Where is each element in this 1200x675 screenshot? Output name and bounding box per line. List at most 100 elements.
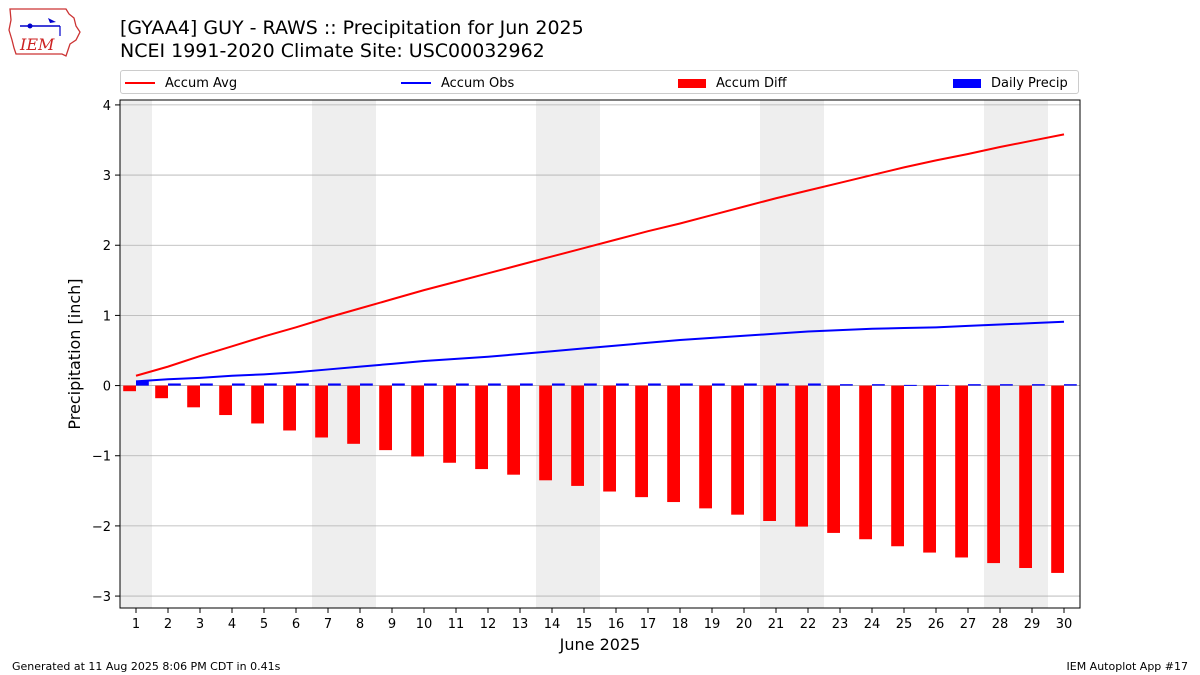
accum-diff-bar — [731, 385, 744, 515]
daily-precip-bar — [168, 383, 181, 386]
x-tick-label: 15 — [576, 617, 593, 632]
accum-diff-bar — [1019, 385, 1032, 569]
y-tick-label: −2 — [92, 520, 111, 535]
accum-obs-line — [135, 320, 1065, 383]
accum-diff-bar — [827, 385, 840, 533]
legend-swatch-daily-precip — [953, 78, 981, 88]
legend-label-accum-avg: Accum Avg — [165, 75, 238, 91]
daily-precip-bar — [264, 383, 277, 386]
y-axis: −3 −2 −1 0 1 2 3 4 — [92, 99, 120, 605]
accum-diff-bar — [411, 385, 424, 457]
accum-diff-bar — [1051, 385, 1064, 573]
bars — [123, 381, 1077, 573]
x-tick-label: 1 — [132, 617, 140, 632]
x-tick-label: 14 — [544, 617, 561, 632]
accum-diff-bar — [635, 385, 648, 498]
x-tick-label: 4 — [228, 617, 236, 632]
accum-diff-bar — [251, 385, 264, 424]
x-tick-label: 9 — [388, 617, 396, 632]
daily-precip-bar — [200, 383, 213, 386]
x-tick-label: 3 — [196, 617, 204, 632]
plot-frame — [119, 99, 1081, 609]
accum-diff-bar — [699, 385, 712, 509]
legend-item-daily-precip: Daily Precip — [953, 74, 1068, 92]
daily-precip-bar — [680, 383, 693, 386]
x-tick-label: 18 — [672, 617, 689, 632]
y-tick-label: −1 — [92, 450, 111, 465]
weekend-band — [120, 100, 152, 608]
daily-precip-bar — [648, 383, 661, 386]
y-tick-label: 1 — [103, 309, 111, 324]
x-axis-label: June 2025 — [559, 635, 641, 654]
logo-text: IEM — [19, 35, 55, 54]
y-tick-label: −3 — [92, 590, 111, 605]
accum-diff-bar — [955, 385, 968, 558]
daily-precip-bar — [584, 383, 597, 386]
app-credit: IEM Autoplot App #17 — [1066, 660, 1189, 673]
daily-precip-bar — [968, 384, 981, 386]
accum-diff-bar — [475, 385, 488, 470]
x-tick-label: 8 — [356, 617, 364, 632]
y-axis-label: Precipitation [inch] — [65, 278, 84, 429]
x-tick-label: 28 — [992, 617, 1009, 632]
series-lines — [135, 133, 1065, 383]
daily-precip-bar — [904, 384, 917, 386]
accum-diff-bar — [155, 385, 168, 399]
accum-avg-line — [135, 133, 1065, 377]
daily-precip-bar — [1064, 384, 1077, 386]
x-tick-label: 22 — [800, 617, 817, 632]
x-tick-label: 16 — [608, 617, 625, 632]
accum-diff-bar — [987, 385, 1000, 564]
accum-diff-bar — [603, 385, 616, 492]
accum-diff-bar — [443, 385, 456, 463]
accum-diff-bar — [923, 385, 936, 553]
weekend-band — [536, 100, 600, 608]
chart-subtitle: NCEI 1991-2020 Climate Site: USC00032962 — [120, 40, 545, 62]
daily-precip-bar — [328, 383, 341, 386]
x-tick-label: 11 — [448, 617, 465, 632]
x-tick-label: 23 — [832, 617, 849, 632]
daily-precip-bar — [872, 384, 885, 386]
weekend-band — [312, 100, 376, 608]
daily-precip-bar — [840, 384, 853, 386]
x-tick-label: 20 — [736, 617, 753, 632]
x-tick-label: 12 — [480, 617, 497, 632]
daily-precip-bar — [456, 383, 469, 386]
x-tick-label: 5 — [260, 617, 268, 632]
x-tick-label: 2 — [164, 617, 172, 632]
generated-timestamp: Generated at 11 Aug 2025 8:06 PM CDT in … — [12, 660, 281, 673]
y-tick-label: 0 — [103, 380, 111, 395]
legend-swatch-accum-obs — [401, 82, 431, 84]
legend-swatch-accum-avg — [125, 82, 155, 84]
daily-precip-bar — [136, 381, 149, 386]
accum-diff-bar — [187, 385, 200, 408]
daily-precip-bar — [360, 383, 373, 386]
accum-diff-bar — [123, 385, 136, 392]
daily-precip-bar — [392, 383, 405, 386]
daily-precip-bar — [744, 383, 757, 386]
accum-diff-bar — [891, 385, 904, 547]
x-tick-label: 26 — [928, 617, 945, 632]
x-tick-label: 25 — [896, 617, 913, 632]
daily-precip-bar — [520, 383, 533, 386]
y-tick-label: 3 — [103, 169, 111, 184]
y-gridlines — [120, 104, 1080, 597]
x-tick-label: 13 — [512, 617, 529, 632]
daily-precip-bar — [776, 383, 789, 386]
accum-diff-bar — [859, 385, 872, 540]
legend-item-accum-avg: Accum Avg — [125, 74, 237, 92]
y-tick-label: 4 — [103, 99, 111, 114]
daily-precip-bar — [1000, 384, 1013, 386]
accum-diff-bar — [507, 385, 520, 475]
x-tick-label: 19 — [704, 617, 721, 632]
iem-logo: IEM — [8, 8, 81, 57]
y-tick-label: 2 — [103, 239, 111, 254]
accum-diff-bar — [571, 385, 584, 486]
iowa-outline-icon — [8, 8, 81, 57]
x-axis: 1 2 3 4 5 6 7 8 9 10 11 12 13 14 15 16 17 18 19 20 21 22 23 24 2… — [132, 608, 1072, 632]
x-tick-label: 7 — [324, 617, 332, 632]
daily-precip-bar — [808, 383, 821, 386]
daily-precip-bar — [232, 383, 245, 386]
x-tick-label: 30 — [1056, 617, 1073, 632]
legend-swatch-accum-diff — [678, 78, 706, 88]
